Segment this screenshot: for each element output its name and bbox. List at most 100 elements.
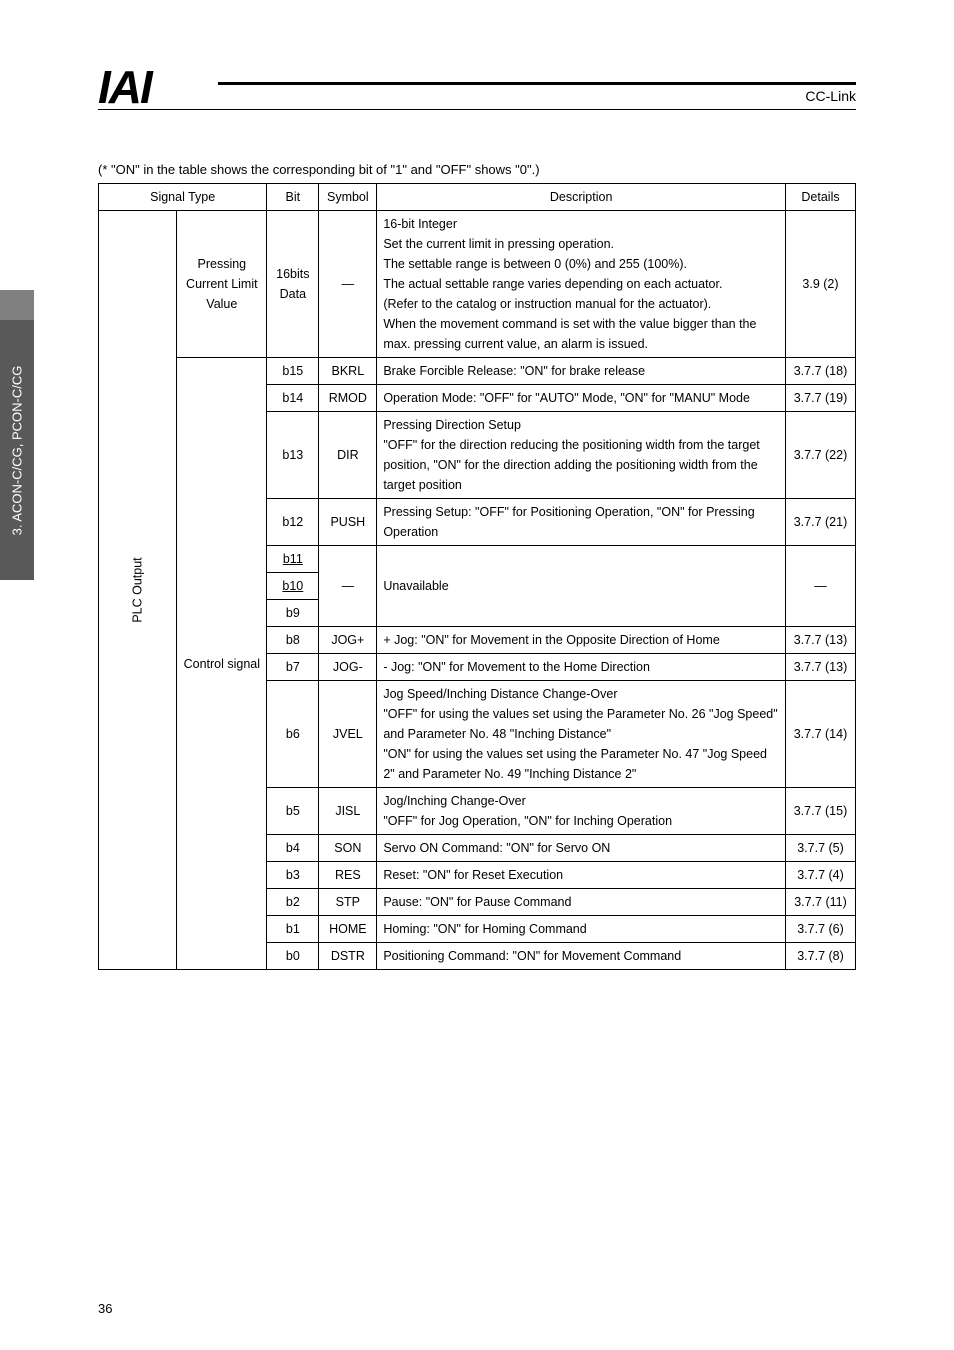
desc-cell: Jog/Inching Change-Over "OFF" for Jog Op… bbox=[377, 788, 786, 835]
desc-cell: Operation Mode: "OFF" for "AUTO" Mode, "… bbox=[377, 385, 786, 412]
bit-cell: b4 bbox=[267, 835, 319, 862]
symbol-cell: — bbox=[319, 546, 377, 627]
bit-sub: b10 bbox=[282, 579, 303, 593]
desc-cell: + Jog: "ON" for Movement in the Opposite… bbox=[377, 627, 786, 654]
desc-line: "ON" for using the values set using the … bbox=[383, 747, 767, 781]
desc-cell: Brake Forcible Release: "ON" for brake r… bbox=[377, 358, 786, 385]
content: (* "ON" in the table shows the correspon… bbox=[98, 162, 856, 970]
desc-line: The actual settable range varies dependi… bbox=[383, 277, 722, 291]
details-cell: 3.7.7 (19) bbox=[786, 385, 856, 412]
bit-cell: b0 bbox=[267, 943, 319, 970]
th-description: Description bbox=[377, 184, 786, 211]
desc-cell: Homing: "ON" for Homing Command bbox=[377, 916, 786, 943]
desc-cell: Pressing Setup: "OFF" for Positioning Op… bbox=[377, 499, 786, 546]
details-cell: 3.7.7 (11) bbox=[786, 889, 856, 916]
desc-line: Pressing Direction Setup bbox=[383, 418, 521, 432]
side-tab-label: 3. ACON-C/CG, PCON-C/CG bbox=[10, 365, 25, 535]
details-cell: 3.7.7 (8) bbox=[786, 943, 856, 970]
symbol-cell: SON bbox=[319, 835, 377, 862]
desc-cell: Pause: "ON" for Pause Command bbox=[377, 889, 786, 916]
desc-cell: Pressing Direction Setup "OFF" for the d… bbox=[377, 412, 786, 499]
details-cell: 3.7.7 (21) bbox=[786, 499, 856, 546]
spec-table: Signal Type Bit Symbol Description Detai… bbox=[98, 183, 856, 970]
desc-cell: Positioning Command: "ON" for Movement C… bbox=[377, 943, 786, 970]
desc-line: The settable range is between 0 (0%) and… bbox=[383, 257, 687, 271]
desc-line: When the movement command is set with th… bbox=[383, 317, 756, 351]
table-row: Control signal b15 BKRL Brake Forcible R… bbox=[99, 358, 856, 385]
bit-cell: b7 bbox=[267, 654, 319, 681]
symbol-cell: HOME bbox=[319, 916, 377, 943]
th-details: Details bbox=[786, 184, 856, 211]
details-cell: 3.7.7 (13) bbox=[786, 654, 856, 681]
header-right-label: CC-Link bbox=[805, 88, 856, 104]
page-number: 36 bbox=[98, 1301, 112, 1316]
desc-cell: Jog Speed/Inching Distance Change-Over "… bbox=[377, 681, 786, 788]
symbol-cell: JVEL bbox=[319, 681, 377, 788]
bit-cell: b15 bbox=[267, 358, 319, 385]
desc-line: Set the current limit in pressing operat… bbox=[383, 237, 614, 251]
bit-cell: b10 bbox=[267, 573, 319, 600]
desc-cell: Servo ON Command: "ON" for Servo ON bbox=[377, 835, 786, 862]
th-symbol: Symbol bbox=[319, 184, 377, 211]
desc-cell: Unavailable bbox=[377, 546, 786, 627]
symbol-cell: RES bbox=[319, 862, 377, 889]
bit-cell: 16bits Data bbox=[267, 211, 319, 358]
symbol-cell: PUSH bbox=[319, 499, 377, 546]
bit-cell: b11 bbox=[267, 546, 319, 573]
desc-cell: - Jog: "ON" for Movement to the Home Dir… bbox=[377, 654, 786, 681]
details-cell: 3.7.7 (6) bbox=[786, 916, 856, 943]
side-tab-accent bbox=[0, 290, 34, 320]
symbol-cell: — bbox=[319, 211, 377, 358]
details-cell: 3.7.7 (4) bbox=[786, 862, 856, 889]
desc-cell: Reset: "ON" for Reset Execution bbox=[377, 862, 786, 889]
header-rule-thin bbox=[98, 109, 856, 110]
bit-cell: b6 bbox=[267, 681, 319, 788]
details-cell: 3.7.7 (15) bbox=[786, 788, 856, 835]
th-bit: Bit bbox=[267, 184, 319, 211]
symbol-cell: JISL bbox=[319, 788, 377, 835]
symbol-cell: RMOD bbox=[319, 385, 377, 412]
desc-line: "OFF" for using the values set using the… bbox=[383, 707, 777, 741]
desc-line: "OFF" for Jog Operation, "ON" for Inchin… bbox=[383, 814, 672, 828]
details-cell: 3.9 (2) bbox=[786, 211, 856, 358]
details-cell: — bbox=[786, 546, 856, 627]
bit-cell: b5 bbox=[267, 788, 319, 835]
bit-cell: b8 bbox=[267, 627, 319, 654]
details-cell: 3.7.7 (22) bbox=[786, 412, 856, 499]
bit-cell: b12 bbox=[267, 499, 319, 546]
symbol-cell: JOG+ bbox=[319, 627, 377, 654]
details-cell: 3.7.7 (5) bbox=[786, 835, 856, 862]
group-label: PLC Output bbox=[128, 557, 148, 622]
group-label-cell: PLC Output bbox=[99, 211, 177, 970]
bit-cell: b9 bbox=[267, 600, 319, 627]
bit-cell: b13 bbox=[267, 412, 319, 499]
table-row: PLC Output Pressing Current Limit Value … bbox=[99, 211, 856, 358]
symbol-cell: BKRL bbox=[319, 358, 377, 385]
details-cell: 3.7.7 (14) bbox=[786, 681, 856, 788]
side-tab-main: 3. ACON-C/CG, PCON-C/CG bbox=[0, 320, 34, 580]
symbol-cell: STP bbox=[319, 889, 377, 916]
symbol-cell: DIR bbox=[319, 412, 377, 499]
desc-line: 16-bit Integer bbox=[383, 217, 457, 231]
table-caption: (* "ON" in the table shows the correspon… bbox=[98, 162, 856, 177]
control-signal-cell: Control signal bbox=[177, 358, 267, 970]
desc-line: "OFF" for the direction reducing the pos… bbox=[383, 438, 759, 492]
bit-sub: b11 bbox=[283, 552, 303, 566]
bit-cell: b14 bbox=[267, 385, 319, 412]
bit-cell: b1 bbox=[267, 916, 319, 943]
desc-cell: 16-bit Integer Set the current limit in … bbox=[377, 211, 786, 358]
header-rule-thick bbox=[218, 82, 856, 85]
details-cell: 3.7.7 (13) bbox=[786, 627, 856, 654]
symbol-cell: JOG- bbox=[319, 654, 377, 681]
details-cell: 3.7.7 (18) bbox=[786, 358, 856, 385]
bit-cell: b3 bbox=[267, 862, 319, 889]
side-tab: 3. ACON-C/CG, PCON-C/CG bbox=[0, 290, 34, 580]
brand-logo: IAI bbox=[98, 60, 151, 114]
symbol-cell: DSTR bbox=[319, 943, 377, 970]
th-signaltype: Signal Type bbox=[99, 184, 267, 211]
bit-cell: b2 bbox=[267, 889, 319, 916]
table-header-row: Signal Type Bit Symbol Description Detai… bbox=[99, 184, 856, 211]
desc-line: Jog Speed/Inching Distance Change-Over bbox=[383, 687, 617, 701]
desc-line: (Refer to the catalog or instruction man… bbox=[383, 297, 711, 311]
desc-line: Jog/Inching Change-Over bbox=[383, 794, 525, 808]
